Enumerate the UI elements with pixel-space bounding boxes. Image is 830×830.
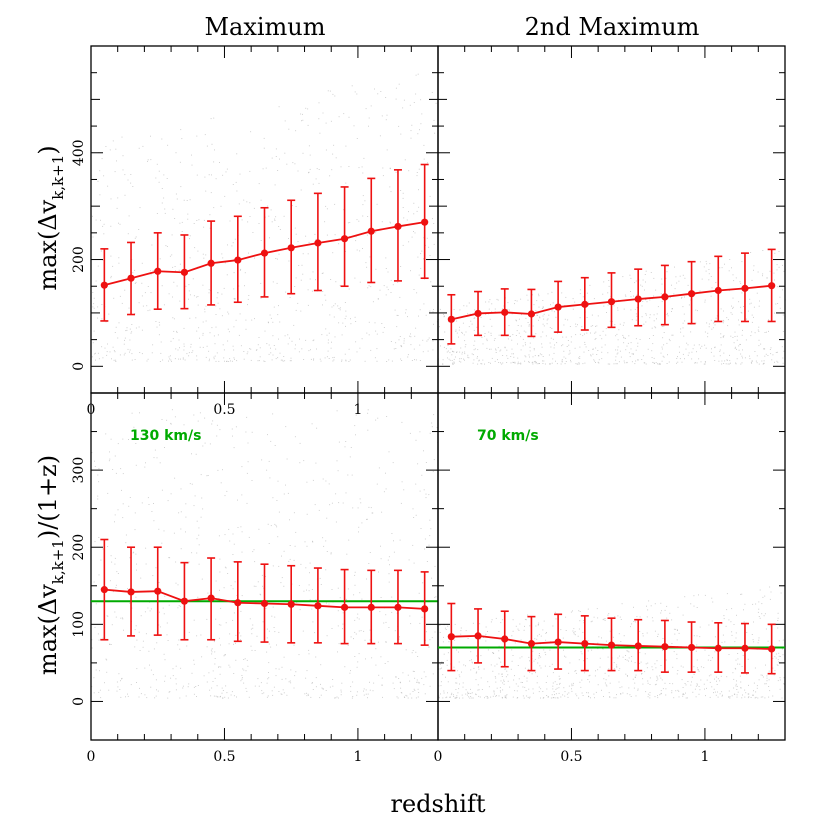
- x-tick-label: 0: [434, 749, 443, 765]
- panel-frame: [437, 392, 786, 741]
- y-axis-title-bottom-suffix: )/(1+z): [34, 455, 62, 539]
- data-point: [527, 640, 536, 648]
- data-point: [340, 235, 349, 243]
- y-axis-title-top-subscript: k,k+1: [49, 155, 67, 200]
- reference-line-label: 130 km/s: [130, 428, 201, 444]
- data-point: [581, 640, 589, 648]
- data-point: [207, 594, 215, 602]
- y-axis-title-top-suffix: ): [34, 145, 62, 154]
- data-point: [154, 267, 162, 275]
- data-point: [100, 281, 108, 289]
- data-point: [394, 603, 402, 611]
- data-point: [501, 308, 509, 316]
- data-point: [714, 286, 722, 295]
- data-point: [607, 298, 616, 306]
- data-point: [394, 222, 402, 231]
- y-tick-label: 300: [71, 457, 87, 484]
- y-tick-label: 200: [71, 534, 87, 561]
- y-tick-label: 0: [71, 362, 87, 371]
- column-title-2nd-maximum: 2nd Maximum: [525, 13, 700, 41]
- data-point: [501, 635, 509, 643]
- data-point: [714, 644, 722, 652]
- x-tick-label: 0.5: [213, 749, 235, 765]
- data-point: [260, 249, 269, 257]
- data-point: [687, 290, 696, 298]
- panel-4: 0 0.5 1 70 km/s: [434, 392, 786, 765]
- data-point: [634, 642, 642, 650]
- y-tick-label: 400: [71, 139, 87, 166]
- x-tick-label: 0.5: [213, 402, 235, 418]
- data-point: [421, 218, 429, 226]
- data-point: [768, 282, 776, 290]
- data-point: [768, 645, 776, 653]
- x-tick-label: 0: [87, 749, 96, 765]
- data-point: [634, 295, 642, 303]
- data-point: [687, 643, 696, 652]
- reference-line-label: 70 km/s: [477, 428, 539, 444]
- data-point: [554, 638, 562, 646]
- data-point: [234, 256, 242, 264]
- data-point: [661, 643, 669, 651]
- x-tick-label: 0.5: [560, 749, 582, 765]
- data-point: [127, 274, 135, 282]
- data-point: [447, 315, 455, 323]
- data-point: [260, 599, 269, 608]
- x-tick-label: 1: [700, 749, 709, 765]
- data-point: [474, 632, 482, 640]
- y-axis-title-top-prefix: max(Δv: [34, 199, 62, 290]
- y-axis-title-bottom-subscript: k,k+1: [49, 539, 67, 584]
- panel-2: [437, 45, 786, 394]
- panel-frame: [437, 45, 786, 394]
- x-tick-label: 1: [353, 402, 362, 418]
- data-point: [474, 309, 482, 318]
- data-point: [581, 300, 589, 308]
- y-tick-label: 100: [71, 611, 87, 638]
- x-tick-label: 1: [353, 749, 362, 765]
- data-point: [367, 227, 375, 235]
- data-point: [741, 644, 749, 652]
- data-point: [234, 599, 242, 607]
- data-point: [314, 602, 322, 610]
- data-point: [180, 597, 189, 605]
- x-axis-title: redshift: [390, 790, 485, 818]
- data-point: [154, 587, 162, 595]
- data-point: [367, 603, 375, 611]
- data-point: [314, 239, 322, 247]
- data-point: [527, 310, 536, 318]
- data-point: [607, 641, 616, 649]
- y-axis-title-bottom: max(Δvk,k+1)/(1+z): [34, 455, 67, 675]
- data-point: [207, 259, 215, 267]
- data-point: [127, 588, 135, 596]
- data-point: [741, 284, 749, 292]
- data-point: [421, 605, 429, 613]
- data-point: [447, 633, 455, 641]
- data-point: [287, 600, 295, 608]
- data-point: [554, 303, 562, 311]
- data-point: [180, 268, 189, 276]
- column-title-maximum: Maximum: [204, 13, 325, 41]
- panel-3: 0 100 200 300 0 0.5 1 130 km/s: [71, 392, 439, 765]
- y-axis-title-top: max(Δvk,k+1): [34, 145, 67, 290]
- y-tick-label: 0: [71, 697, 87, 706]
- data-point: [340, 603, 349, 611]
- data-point: [287, 244, 295, 252]
- y-tick-label: 200: [71, 246, 87, 273]
- data-point: [100, 586, 108, 594]
- y-axis-title-bottom-prefix: max(Δv: [34, 584, 62, 675]
- data-point: [661, 293, 669, 301]
